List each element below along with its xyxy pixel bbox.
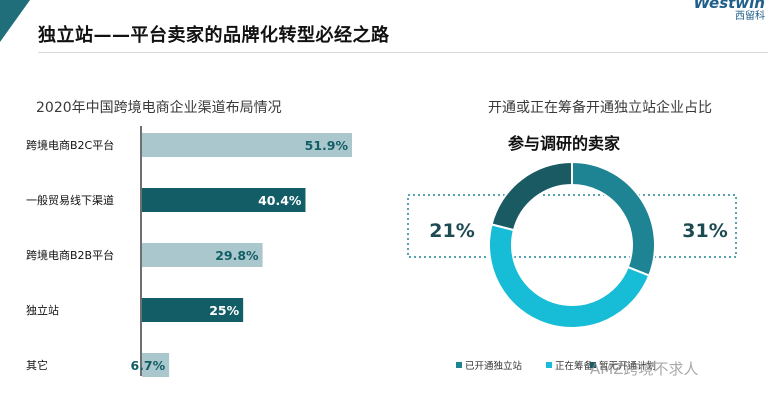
donut-slice bbox=[488, 223, 651, 329]
legend-item: 暂无开通计划 bbox=[590, 360, 656, 372]
donut-slice bbox=[490, 160, 573, 232]
bar bbox=[142, 188, 306, 212]
legend-item: 已开通独立站 bbox=[456, 360, 523, 372]
donut-value-label: 21% bbox=[429, 220, 474, 242]
donut-slice bbox=[571, 160, 656, 277]
donut-subtitle: 参与调研的卖家 bbox=[508, 134, 621, 153]
watermark-text: AMZ跨境不求人 bbox=[590, 360, 699, 378]
title-divider bbox=[38, 52, 768, 53]
bar-category-label: 独立站 bbox=[26, 303, 59, 317]
bar-value-label: 40.4% bbox=[258, 193, 302, 208]
brand-logo: Westwin 西留科 bbox=[693, 0, 765, 23]
bar-chart-title: 2020年中国跨境电商企业渠道布局情况 bbox=[36, 100, 282, 116]
bar-category-label: 其它 bbox=[26, 358, 48, 372]
brand-sub: 西留科 bbox=[735, 11, 765, 22]
bar-category-label: 一般贸易线下渠道 bbox=[26, 193, 114, 207]
bar-value-label: 6.7% bbox=[130, 358, 165, 373]
bar-value-label: 25% bbox=[209, 303, 239, 318]
page-title: 独立站——平台卖家的品牌化转型必经之路 bbox=[38, 25, 390, 46]
legend-swatch bbox=[590, 362, 596, 368]
bar-value-label: 51.9% bbox=[305, 138, 349, 153]
donut-value-label: 31% bbox=[682, 220, 727, 242]
bar bbox=[142, 133, 352, 157]
legend-label: 正在筹备 bbox=[555, 360, 594, 372]
bar bbox=[142, 243, 263, 267]
legend-swatch bbox=[546, 362, 552, 368]
bar-category-label: 跨境电商B2C平台 bbox=[26, 138, 114, 152]
bar bbox=[142, 298, 244, 322]
legend-label: 已开通独立站 bbox=[465, 360, 523, 372]
bar-category-label: 跨境电商B2B平台 bbox=[26, 248, 114, 262]
bar bbox=[142, 353, 170, 377]
corner-accent-shape bbox=[0, 0, 30, 42]
independent-site-donut-chart: 31% 21% 已开通独立站 正在筹备 暂无开通计划 bbox=[407, 160, 737, 372]
bar-value-label: 29.8% bbox=[215, 248, 259, 263]
legend-label: 暂无开通计划 bbox=[599, 360, 656, 372]
legend-swatch bbox=[456, 362, 462, 368]
donut-chart-title: 开通或正在筹备开通独立站企业占比 bbox=[488, 100, 712, 116]
channel-bar-chart: 跨境电商B2C平台 51.9% 一般贸易线下渠道 40.4% 跨境电商B2B平台 29.8… bbox=[26, 126, 352, 377]
legend-item: 正在筹备 bbox=[546, 360, 594, 372]
brand-name: Westwin bbox=[693, 0, 765, 12]
